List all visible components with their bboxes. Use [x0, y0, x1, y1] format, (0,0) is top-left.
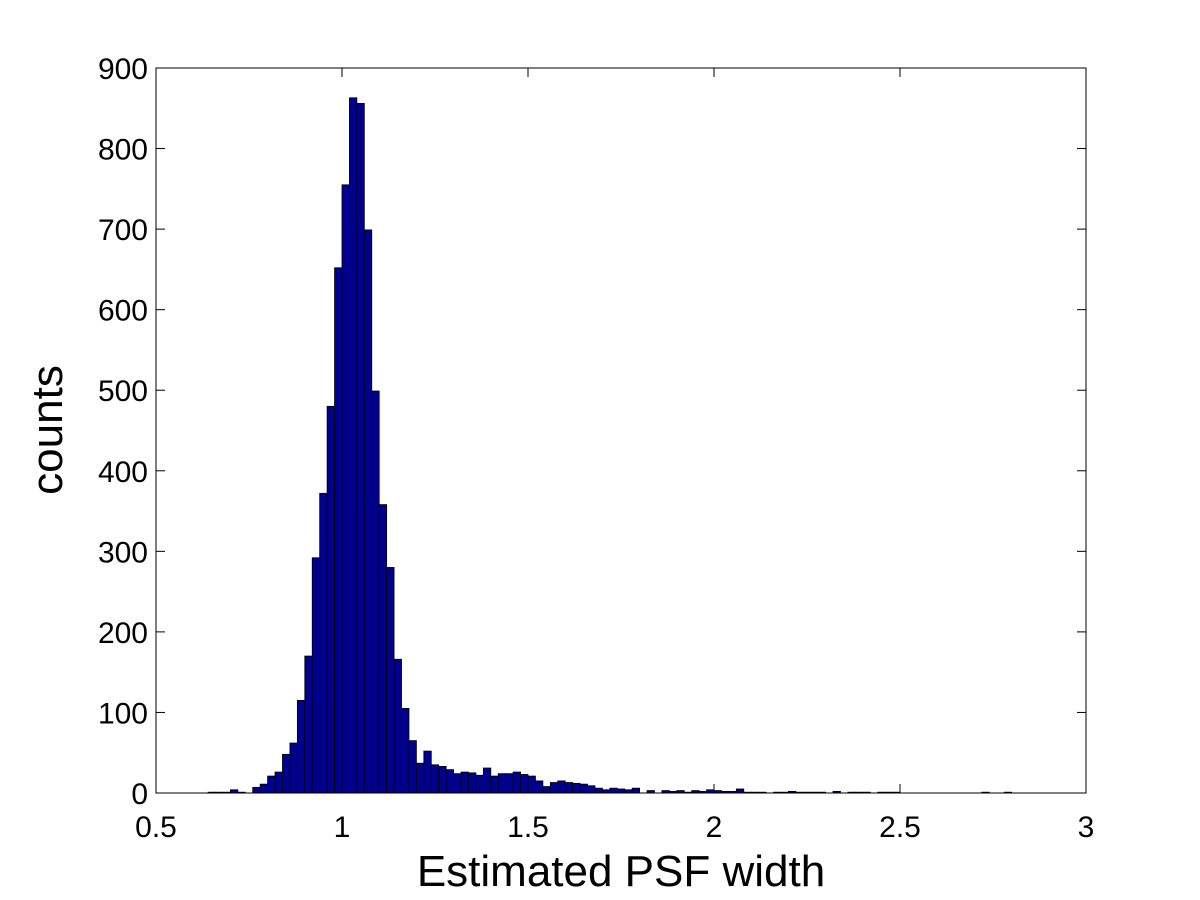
histogram-bar — [319, 492, 328, 794]
histogram-bar — [535, 780, 544, 794]
x-axis-title: Estimated PSF width — [417, 847, 825, 896]
histogram-bar — [363, 229, 373, 794]
histogram-bar — [564, 782, 574, 794]
histogram-bar — [334, 267, 343, 794]
y-tick-label: 800 — [98, 134, 148, 167]
histogram-bar — [505, 773, 514, 794]
histogram-bar — [326, 405, 335, 794]
histogram-bar — [557, 780, 566, 794]
histogram-bar — [579, 783, 588, 794]
y-tick-label: 600 — [98, 295, 148, 328]
histogram-bar — [520, 774, 529, 794]
histogram-bar — [609, 787, 618, 794]
histogram-bar — [572, 782, 581, 794]
histogram-bar — [289, 742, 298, 794]
y-tick-label: 500 — [98, 375, 148, 408]
y-tick-label: 200 — [98, 617, 148, 650]
y-tick-label: 0 — [131, 778, 148, 811]
histogram-bar — [408, 740, 417, 794]
histogram-bar — [468, 772, 477, 794]
histogram-bar — [311, 557, 321, 794]
x-tick-label: 1 — [334, 811, 351, 844]
histogram-bar — [341, 184, 350, 794]
histogram-bar — [304, 655, 313, 794]
histogram-bar — [259, 783, 269, 794]
histogram-bar — [430, 764, 440, 794]
histogram-bar — [482, 767, 492, 794]
tick-labels-group: 0.5 1 1.5 2 2.5 3 0 100 200 300 400 500 600 700 800 900 — [98, 53, 1094, 844]
y-tick-label: 400 — [98, 456, 148, 489]
y-tick-label: 900 — [98, 53, 148, 86]
histogram-bar — [393, 658, 402, 794]
x-tick-label: 1.5 — [507, 811, 549, 844]
histogram-bar — [616, 788, 626, 794]
histogram-bar — [438, 766, 447, 794]
histogram-bar — [267, 775, 276, 794]
plot-area — [156, 68, 1086, 793]
histogram-bar — [349, 97, 358, 794]
histogram-bar — [594, 787, 603, 794]
x-tick-label: 2.5 — [879, 811, 921, 844]
histogram-bar — [415, 762, 425, 794]
histogram-bar — [282, 753, 291, 794]
histogram-bar — [445, 769, 455, 794]
histogram-bar — [386, 567, 395, 794]
histogram-bar — [423, 750, 432, 794]
histogram-bar — [497, 773, 507, 794]
y-tick-label: 700 — [98, 214, 148, 247]
histogram-bar — [296, 699, 306, 794]
y-tick-label: 100 — [98, 697, 148, 730]
x-tick-label: 2 — [706, 811, 723, 844]
histogram-bar — [542, 786, 551, 794]
histogram-bar — [631, 787, 640, 794]
histogram-bar — [274, 771, 283, 794]
histogram-bar — [587, 785, 596, 794]
histogram-bar — [549, 782, 559, 794]
histogram-bar — [401, 708, 410, 794]
y-tick-label: 300 — [98, 536, 148, 569]
histogram-bar — [512, 771, 521, 794]
histogram-bar — [378, 504, 388, 794]
histogram-bar — [490, 775, 499, 794]
histogram-bar — [356, 103, 365, 794]
histogram-bar — [252, 786, 261, 794]
histogram-bar — [527, 775, 536, 794]
histogram-bar — [735, 788, 745, 794]
x-tick-label: 0.5 — [135, 811, 177, 844]
histogram-bar — [475, 774, 484, 794]
histogram-bar — [371, 390, 380, 794]
plot-frame — [155, 67, 1087, 794]
histogram-bar — [453, 773, 462, 794]
x-tick-label: 3 — [1078, 811, 1095, 844]
y-axis-title: counts — [23, 365, 72, 495]
histogram-bar — [460, 771, 469, 794]
